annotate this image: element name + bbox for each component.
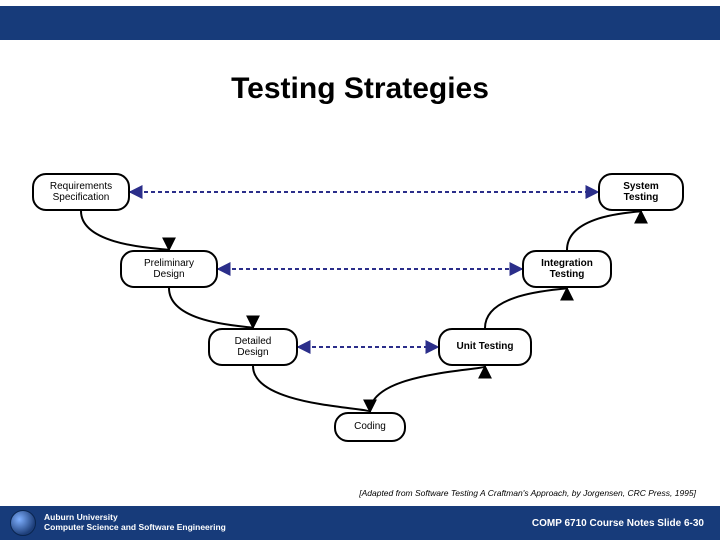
node-detailed: DetailedDesign (208, 328, 298, 366)
top-bar (0, 6, 720, 40)
node-coding: Coding (334, 412, 406, 442)
slide-title: Testing Strategies (0, 72, 720, 106)
footer-bar: Auburn University Computer Science and S… (0, 506, 720, 540)
footer-text-block: Auburn University Computer Science and S… (44, 513, 226, 533)
node-unit: Unit Testing (438, 328, 532, 366)
node-system: SystemTesting (598, 173, 684, 211)
university-logo-icon (10, 510, 36, 536)
footer-slide-number: COMP 6710 Course Notes Slide 6-30 (532, 518, 704, 529)
footer-department: Computer Science and Software Engineerin… (44, 523, 226, 533)
connector-curve (485, 288, 567, 328)
connector-curve (169, 288, 253, 328)
slide: Testing Strategies RequirementsSpecifica… (0, 0, 720, 540)
connector-curve (253, 366, 370, 412)
connector-curve (81, 211, 169, 250)
node-integration: IntegrationTesting (522, 250, 612, 288)
node-preliminary: PreliminaryDesign (120, 250, 218, 288)
footer-left: Auburn University Computer Science and S… (10, 506, 226, 540)
citation: [Adapted from Software Testing A Craftma… (359, 488, 696, 498)
node-requirements: RequirementsSpecification (32, 173, 130, 211)
connector-curve (567, 211, 641, 250)
connector-curve (370, 366, 485, 412)
